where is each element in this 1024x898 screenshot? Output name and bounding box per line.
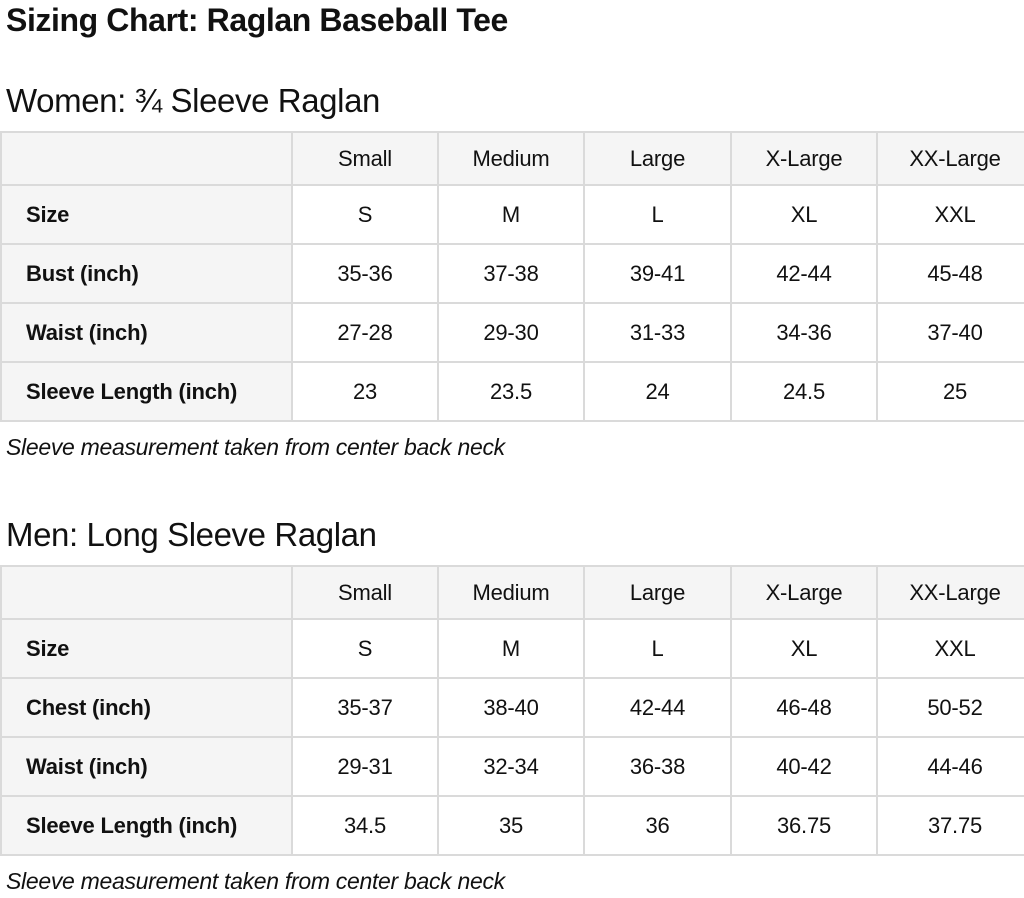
value-cell: 34-36 — [730, 302, 878, 363]
men-sizing-table: Small Medium Large X-Large XX-Large Size S M L X… — [0, 565, 1024, 856]
table-row: Sleeve Length (inch) 23 23.5 24 24.5 25 — [0, 361, 1024, 422]
value-cell: 40-42 — [730, 736, 878, 797]
value-cell: 36 — [583, 795, 732, 856]
value-cell: 44-46 — [876, 736, 1024, 797]
value-cell: 23 — [291, 361, 439, 422]
corner-cell — [0, 565, 293, 620]
column-header: X-Large — [730, 565, 878, 620]
value-cell: 32-34 — [437, 736, 585, 797]
value-cell: 25 — [876, 361, 1024, 422]
value-cell: 24.5 — [730, 361, 878, 422]
men-sizing-section: Men: Long Sleeve Raglan Small Medium Large… — [0, 517, 1024, 894]
header-row: Small Medium Large X-Large XX-Large — [0, 565, 1024, 620]
column-header: XX-Large — [876, 131, 1024, 186]
value-cell: 42-44 — [583, 677, 732, 738]
header-row: Small Medium Large X-Large XX-Large — [0, 131, 1024, 186]
column-header: Large — [583, 131, 732, 186]
value-cell: 31-33 — [583, 302, 732, 363]
value-cell: XXL — [876, 618, 1024, 679]
value-cell: 42-44 — [730, 243, 878, 304]
column-header: Small — [291, 565, 439, 620]
value-cell: XL — [730, 184, 878, 245]
value-cell: 35-36 — [291, 243, 439, 304]
value-cell: 29-31 — [291, 736, 439, 797]
row-label: Size — [0, 618, 293, 679]
value-cell: 29-30 — [437, 302, 585, 363]
value-cell: 39-41 — [583, 243, 732, 304]
value-cell: S — [291, 618, 439, 679]
page-title: Sizing Chart: Raglan Baseball Tee — [6, 2, 508, 38]
column-header: Small — [291, 131, 439, 186]
corner-cell — [0, 131, 293, 186]
column-header: Large — [583, 565, 732, 620]
value-cell: 36-38 — [583, 736, 732, 797]
table-row: Waist (inch) 27-28 29-30 31-33 34-36 37-40 — [0, 302, 1024, 363]
value-cell: XL — [730, 618, 878, 679]
value-cell: M — [437, 618, 585, 679]
column-header: XX-Large — [876, 565, 1024, 620]
value-cell: 35 — [437, 795, 585, 856]
sleeve-measurement-note: Sleeve measurement taken from center bac… — [6, 868, 505, 894]
table-row: Waist (inch) 29-31 32-34 36-38 40-42 44-46 — [0, 736, 1024, 797]
value-cell: 37-38 — [437, 243, 585, 304]
value-cell: M — [437, 184, 585, 245]
value-cell: 35-37 — [291, 677, 439, 738]
value-cell: XXL — [876, 184, 1024, 245]
row-label: Waist (inch) — [0, 736, 293, 797]
value-cell: 37.75 — [876, 795, 1024, 856]
women-sizing-table: Small Medium Large X-Large XX-Large Size S M L X… — [0, 131, 1024, 422]
table-row: Bust (inch) 35-36 37-38 39-41 42-44 45-48 — [0, 243, 1024, 304]
row-label: Size — [0, 184, 293, 245]
value-cell: S — [291, 184, 439, 245]
value-cell: 38-40 — [437, 677, 585, 738]
column-header: X-Large — [730, 131, 878, 186]
value-cell: 24 — [583, 361, 732, 422]
section-heading-men: Men: Long Sleeve Raglan — [6, 516, 377, 553]
value-cell: 37-40 — [876, 302, 1024, 363]
row-label: Sleeve Length (inch) — [0, 795, 293, 856]
value-cell: 50-52 — [876, 677, 1024, 738]
column-header: Medium — [437, 565, 585, 620]
value-cell: 45-48 — [876, 243, 1024, 304]
row-label: Bust (inch) — [0, 243, 293, 304]
value-cell: 34.5 — [291, 795, 439, 856]
section-heading-women: Women: ¾ Sleeve Raglan — [6, 82, 380, 119]
value-cell: 27-28 — [291, 302, 439, 363]
value-cell: 46-48 — [730, 677, 878, 738]
value-cell: L — [583, 618, 732, 679]
table-row: Size S M L XL XXL — [0, 618, 1024, 679]
value-cell: L — [583, 184, 732, 245]
column-header: Medium — [437, 131, 585, 186]
value-cell: 36.75 — [730, 795, 878, 856]
row-label: Chest (inch) — [0, 677, 293, 738]
row-label: Sleeve Length (inch) — [0, 361, 293, 422]
women-sizing-section: Women: ¾ Sleeve Raglan Small Medium Large X… — [0, 83, 1024, 460]
sleeve-measurement-note: Sleeve measurement taken from center bac… — [6, 434, 505, 460]
table-row: Size S M L XL XXL — [0, 184, 1024, 245]
table-row: Chest (inch) 35-37 38-40 42-44 46-48 50-52 — [0, 677, 1024, 738]
row-label: Waist (inch) — [0, 302, 293, 363]
value-cell: 23.5 — [437, 361, 585, 422]
table-row: Sleeve Length (inch) 34.5 35 36 36.75 37.75 — [0, 795, 1024, 856]
